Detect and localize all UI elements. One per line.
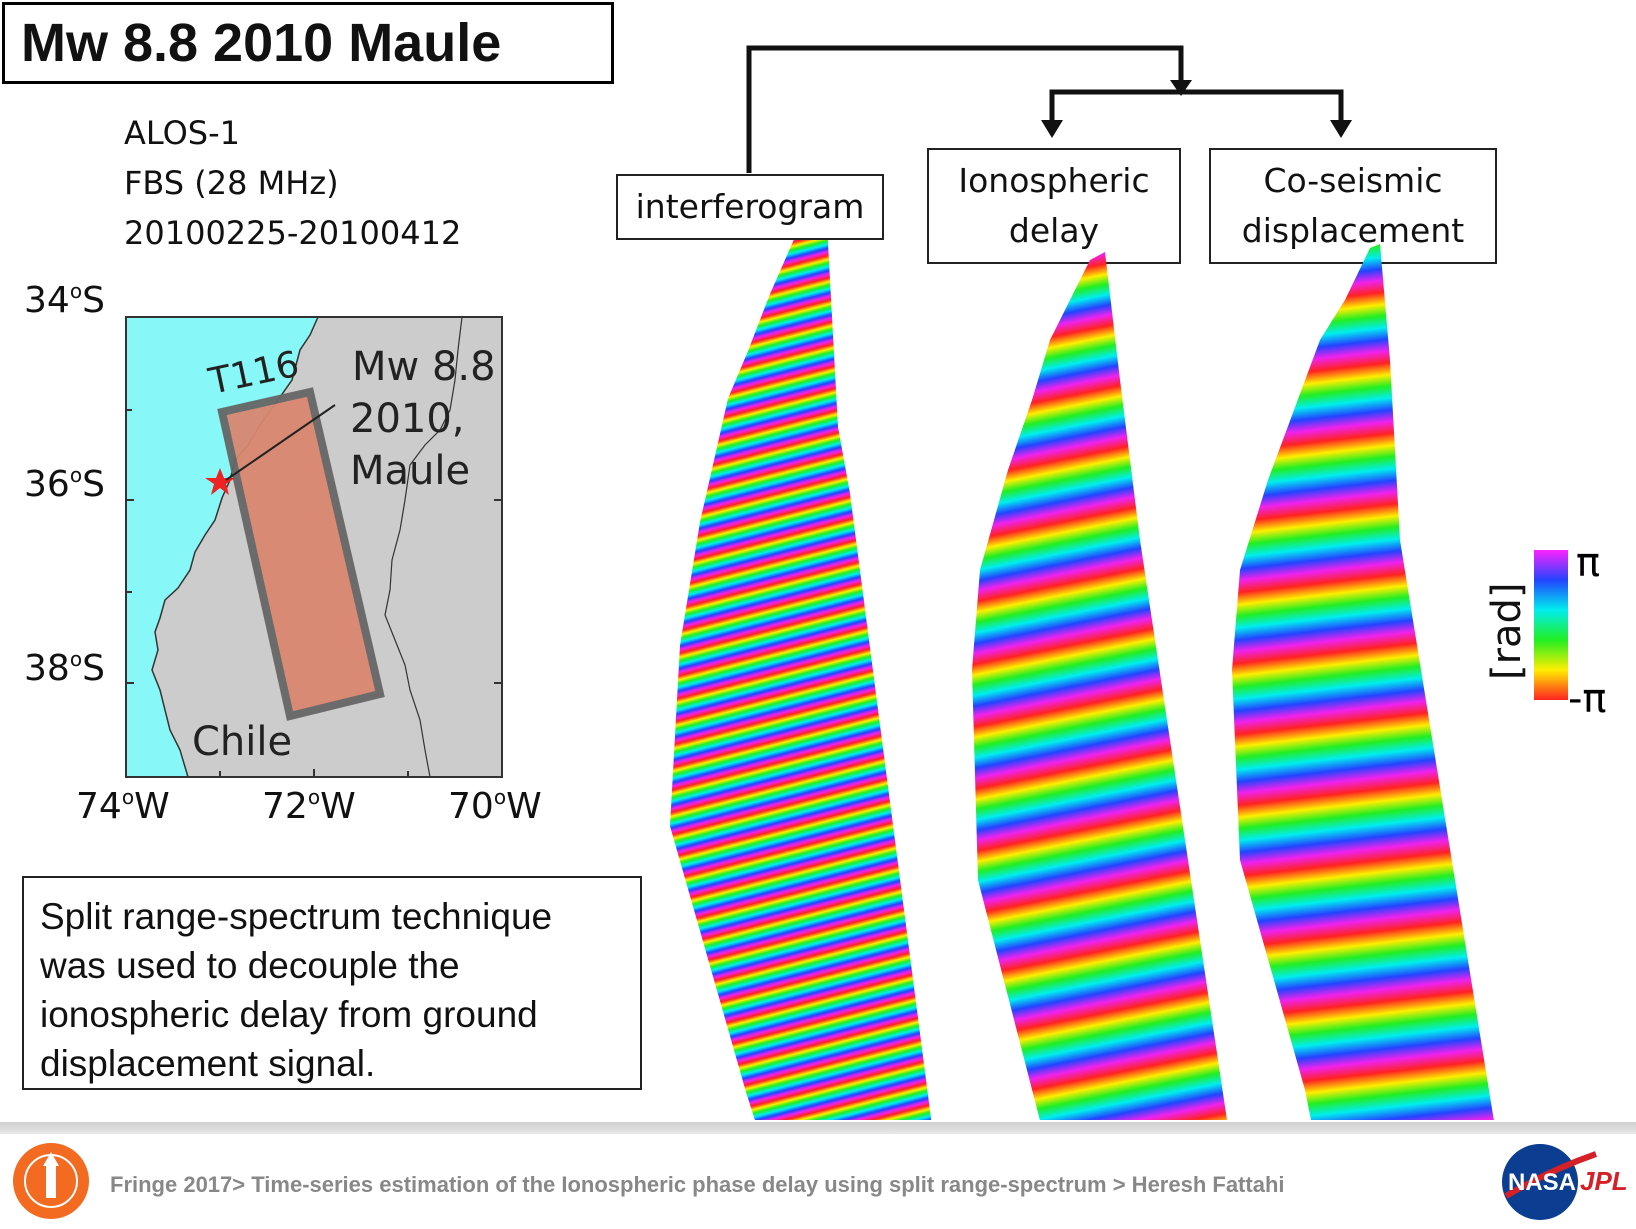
lon-label-72: 72oW <box>262 785 356 827</box>
location-map: T116 Mw 8.8 2010, Maule Chile 34oS 36oS … <box>24 279 542 827</box>
interferogram-image <box>670 240 932 1120</box>
nasa-meatball-icon <box>1502 1144 1578 1220</box>
nasa-jpl-logo: NASA JPL <box>1502 1144 1628 1220</box>
lon-label-70: 70oW <box>448 785 542 827</box>
mode-bandwidth: FBS (28 MHz) <box>124 164 339 202</box>
event-label-line2: 2010, <box>350 396 465 442</box>
lat-label-38: 38oS <box>24 647 105 689</box>
date-range: 20100225-20100412 <box>124 214 462 252</box>
colorbar-min-label: -π <box>1568 676 1607 720</box>
event-label-line3: Maule <box>350 448 470 494</box>
lon-label-74: 74oW <box>76 785 170 827</box>
footer-divider <box>0 1122 1636 1134</box>
coseismic-image <box>1232 244 1494 1120</box>
lat-label-36: 36oS <box>24 463 105 505</box>
track-swath <box>217 387 385 721</box>
lat-label-34: 34oS <box>24 279 105 321</box>
ionospheric-label: Ionospheric delay <box>927 148 1181 264</box>
caltech-seal-icon <box>13 1143 89 1219</box>
colorbar-unit-label: [rad] <box>1484 582 1530 680</box>
border-line <box>384 317 463 777</box>
epicenter-star <box>205 468 235 495</box>
colorbar-gradient <box>1534 550 1568 700</box>
nasa-wordmark: NASA <box>1508 1169 1576 1196</box>
acquisition-info: ALOS-1 FBS (28 MHz) 20100225-20100412 <box>124 108 461 258</box>
colorbar-max-label: π <box>1576 540 1600 586</box>
interferogram-label: interferogram <box>616 174 884 240</box>
jpl-wordmark: JPL <box>1580 1166 1628 1196</box>
footer-caption: Fringe 2017> Time-series estimation of t… <box>110 1172 1285 1197</box>
slide-title: Mw 8.8 2010 Maule <box>2 2 614 84</box>
event-label-line1: Mw 8.8 <box>352 344 496 390</box>
flow-arrows <box>746 45 1352 173</box>
map-ticks <box>125 316 503 777</box>
satellite-name: ALOS-1 <box>124 114 240 152</box>
ionospheric-image <box>972 252 1227 1120</box>
insar-panels <box>670 240 1494 1120</box>
epicenter-leader-line <box>225 404 336 481</box>
colorbar: π -π [rad] <box>1484 540 1607 720</box>
country-label: Chile <box>192 719 292 765</box>
coseismic-label: Co-seismic displacement <box>1209 148 1497 264</box>
method-description: Split range-spectrum technique was used … <box>22 876 642 1090</box>
